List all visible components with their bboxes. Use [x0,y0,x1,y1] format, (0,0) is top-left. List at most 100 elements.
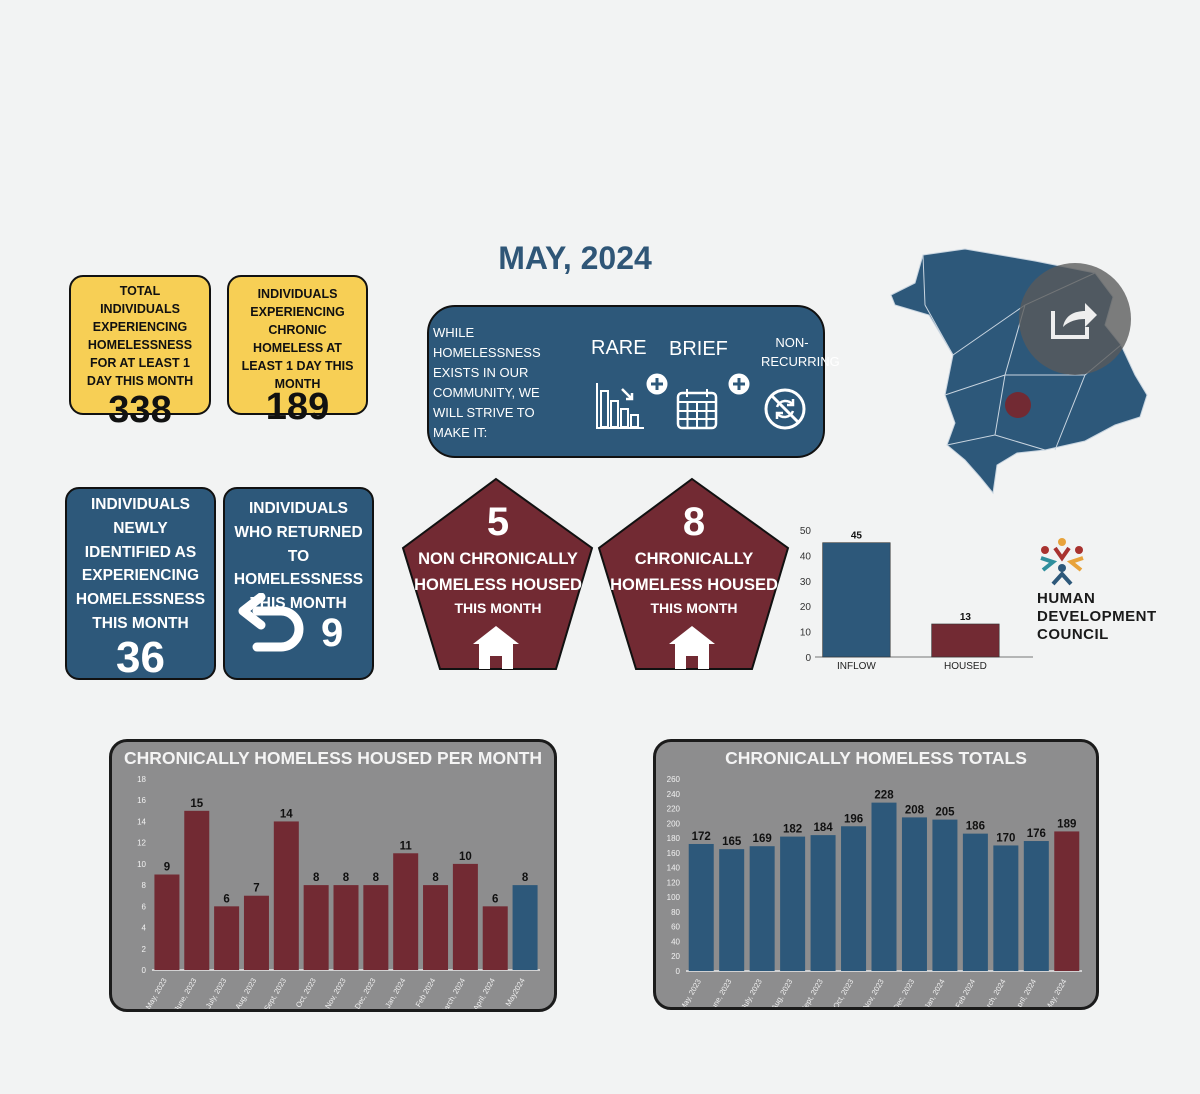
x-tick-label: July, 2023 [739,978,764,1008]
data-label: 8 [343,872,350,884]
data-label: 14 [280,808,293,820]
logo-line1: HUMAN [1037,590,1096,607]
x-tick-label: Oct, 2023 [831,978,855,1008]
y-tick-label: 16 [137,796,146,805]
bar [303,885,329,970]
x-tick-label: Dec, 2023 [353,977,378,1010]
bar [871,802,897,971]
bar [1054,831,1080,971]
decreasing-chart-icon [596,383,644,429]
data-label: 45 [851,531,863,542]
bar [423,885,449,970]
y-tick-label: 30 [800,577,812,588]
bar [452,863,478,970]
x-tick-label: April, 2024 [1012,978,1038,1008]
y-tick-label: 140 [667,864,681,873]
bar [810,835,836,971]
share-button[interactable] [1019,263,1131,375]
y-tick-label: 200 [667,819,681,828]
chronic-totals-title: CHRONICALLY HOMELESS TOTALS [725,748,1027,768]
y-tick-label: 260 [667,775,681,784]
non-chronic-housed-pentagon: 5 NON CHRONICALLY HOMELESS HOUSED THIS M… [400,476,596,672]
share-icon [1051,303,1097,339]
data-label: 11 [400,840,413,852]
y-tick-label: 100 [667,893,681,902]
data-label: 15 [190,798,203,810]
y-tick-label: 20 [800,602,812,613]
data-label: 8 [432,872,439,884]
rare-label: RARE [591,337,647,359]
chronic-line2: HOMELESS HOUSED [610,576,778,594]
x-tick-label: June, 2023 [172,977,198,1010]
y-tick-label: 12 [137,839,146,848]
data-label: 184 [813,822,833,834]
newly-identified-card: INDIVIDUALS NEWLY IDENTIFIED AS EXPERIEN… [65,487,216,680]
bar [931,623,1000,658]
brief-label: BRIEF [669,338,728,360]
data-label: 13 [960,612,972,623]
y-tick-label: 160 [667,849,681,858]
bar [962,833,988,971]
y-tick-label: 20 [671,952,680,961]
x-tick-label: May2024 [504,977,527,1008]
y-tick-label: 0 [676,967,681,976]
bar [273,821,299,970]
data-label: 170 [996,832,1015,844]
x-tick-label: Feb 2024 [953,978,977,1008]
x-tick-label: Dec, 2023 [891,978,916,1008]
bar [184,810,210,970]
bar [243,895,269,970]
x-tick-label: Sept, 2023 [262,977,288,1010]
data-label: 196 [844,813,863,825]
data-label: 182 [783,824,802,836]
logo-line3: COUNCIL [1037,626,1109,643]
x-tick-label: Aug, 2023 [233,977,258,1010]
logo-line2: DEVELOPMENT [1037,608,1157,625]
chronic-homeless-label: INDIVIDUALS EXPERIENCING CHRONIC HOMELES… [241,287,354,391]
bar [214,906,240,970]
non-recurring-label: NON-RECURRING [761,335,840,369]
y-tick-label: 0 [805,653,811,664]
y-tick-label: 180 [667,834,681,843]
bar [393,853,419,970]
chronic-housed-value: 8 [682,500,706,544]
hdc-logo-text: HUMAN DEVELOPMENT COUNCIL [1037,590,1157,644]
data-label: 8 [373,872,380,884]
data-label: 7 [253,883,259,895]
data-label: 6 [492,893,498,905]
data-label: 8 [313,872,320,884]
housed-per-month-chart: 0 2 4 6 8 10 12 14 16 18 9 May, 2023 15 June, 2023 6 Ju… [137,775,540,1010]
data-label: 208 [905,804,925,816]
strive-panel: WHILE HOMELESSNESS EXISTS IN OUR COMMUNI… [427,305,840,458]
bar [993,845,1019,971]
non-chronic-line3: THIS MONTH [454,600,542,616]
bar [482,906,508,970]
x-tick-label: Oct, 2023 [294,977,318,1010]
x-tick-label: June, 2023 [707,978,733,1008]
x-tick-label: May, 2023 [678,978,703,1008]
total-homeless-value: 338 [108,389,172,431]
y-tick-label: 40 [800,551,812,562]
y-tick-label: 50 [800,526,812,537]
housed-per-month-title: CHRONICALLY HOMELESS HOUSED PER MONTH [123,748,543,768]
non-chronic-line1: NON CHRONICALLY [418,550,578,568]
y-tick-label: 4 [142,924,147,933]
y-tick-label: 60 [671,923,680,932]
bar [363,885,389,970]
data-label: 169 [753,833,772,845]
chronic-line3: THIS MONTH [650,600,738,616]
data-label: 9 [164,862,170,874]
chronic-line1: CHRONICALLY [634,550,754,568]
inflow-housed-chart: 0 10 20 30 40 50 45 INFLOW 13 HOUSED [800,526,1033,672]
y-tick-label: 6 [142,902,147,911]
hdc-logo-icon [1040,538,1084,586]
y-tick-label: 2 [142,945,147,954]
x-tick-label: April, 2024 [471,977,497,1010]
data-label: 8 [522,872,529,884]
x-tick-label: July, 2023 [204,977,229,1010]
y-tick-label: 0 [142,966,147,975]
bar [901,817,927,971]
x-tick-label: Sept, 2023 [799,978,825,1008]
bar [154,874,180,970]
bar [1023,841,1049,971]
